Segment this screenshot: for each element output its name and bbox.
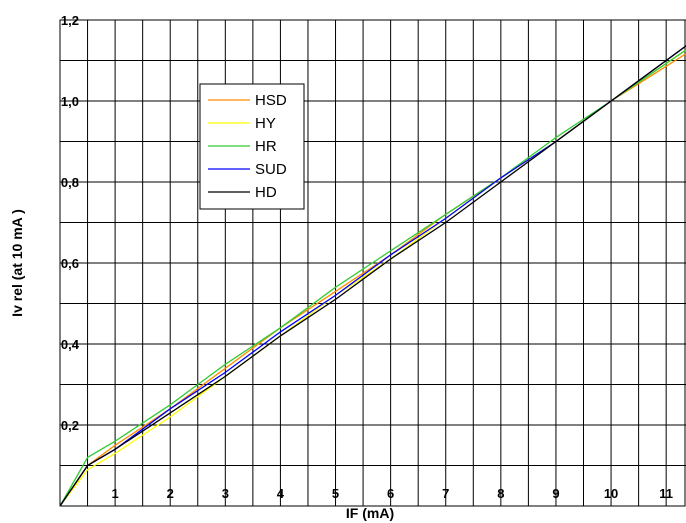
y-tick-labels: 0,2 0,4 0,6 0,8 1,0 1,2 [61,13,80,433]
plot-border [59,19,686,507]
x-axis-title: IF (mA) [346,505,394,521]
legend: HSD HY HR SUD HD [199,83,305,210]
y-tick-label: 1,2 [61,13,79,28]
x-tick-label: 8 [497,486,504,501]
x-tick-labels: 1 2 3 4 5 6 7 8 9 10 11 [111,486,673,501]
x-tick-label: 5 [332,486,339,501]
x-tick-label: 1 [111,486,118,501]
y-tick-label: 0,8 [61,175,79,190]
legend-label-hsd: HSD [255,92,287,109]
series-line-hy [59,49,686,507]
x-tick-label: 11 [659,486,673,501]
series-line-hsd [59,53,686,507]
y-tick-label: 0,2 [61,418,79,433]
legend-label-sud: SUD [255,161,287,178]
y-tick-label: 1,0 [61,94,79,109]
x-tick-label: 3 [222,486,229,501]
x-tick-label: 6 [387,486,394,501]
series-line-hd [59,45,686,507]
y-tick-label: 0,6 [61,256,79,271]
y-axis-title: Iv rel (at 10 mA ) [9,209,25,317]
x-tick-label: 2 [167,486,174,501]
x-tick-label: 9 [552,486,559,501]
y-tick-label: 0,4 [61,337,80,352]
x-tick-label: 10 [604,486,618,501]
legend-label-hy: HY [255,115,276,132]
series-line-hr [59,49,686,507]
x-tick-label: 7 [442,486,449,501]
series-lines [59,45,686,507]
legend-label-hr: HR [255,138,277,155]
x-tick-label: 4 [277,486,285,501]
legend-label-hd: HD [255,184,277,201]
